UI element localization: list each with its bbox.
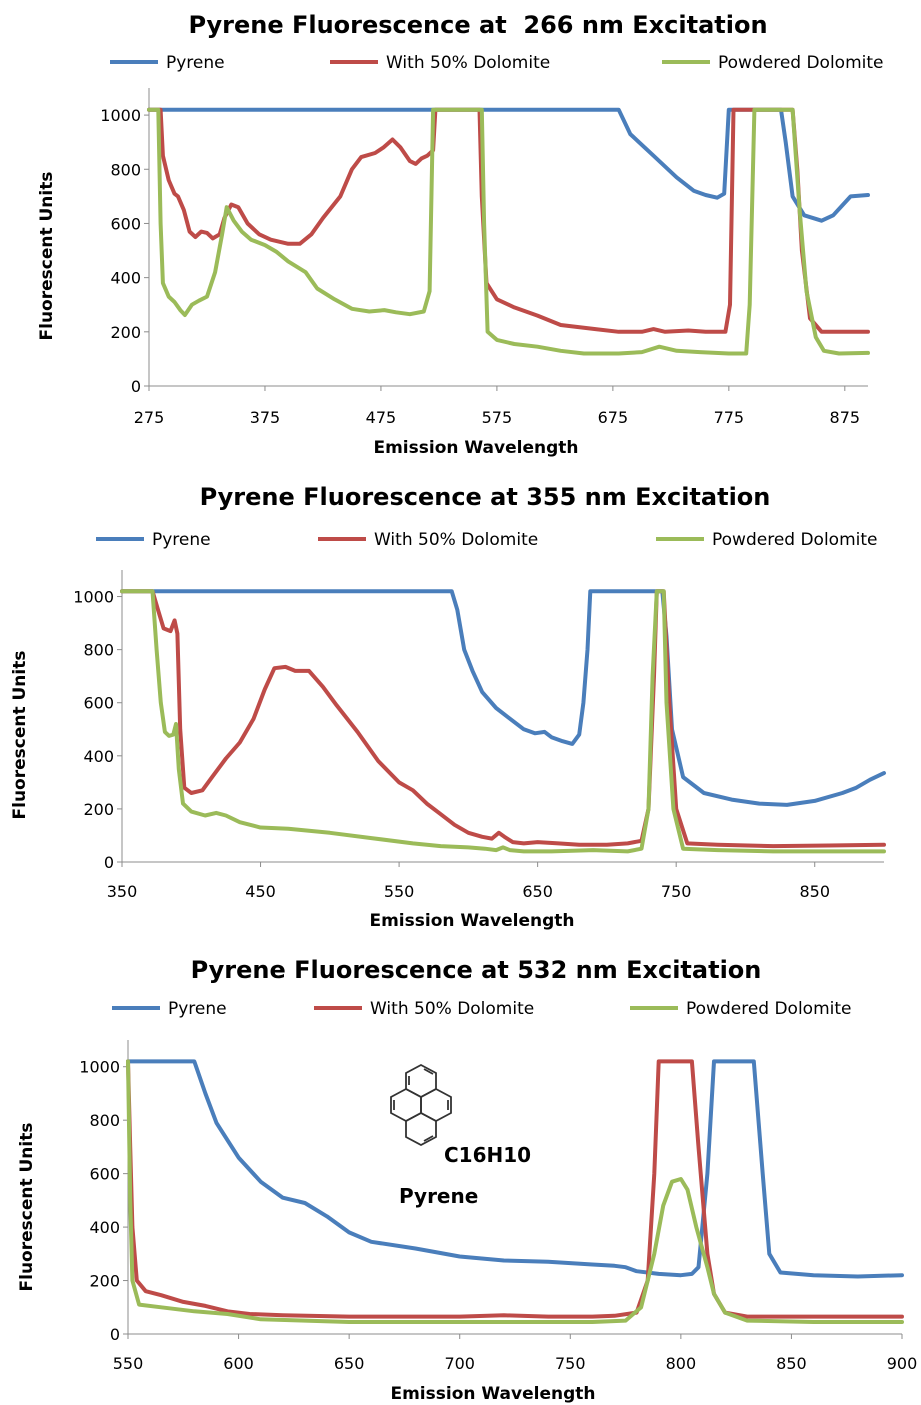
x-tick-label: 275 (134, 408, 165, 427)
series-line-with-50-dolomite (147, 107, 870, 334)
y-tick-label: 0 (110, 1325, 120, 1344)
series-line-powdered-dolomite (120, 589, 886, 854)
x-tick-label: 875 (830, 408, 861, 427)
x-tick-label: 350 (107, 882, 138, 901)
x-ticks: 350 450 550 650 750 850 (107, 862, 830, 901)
y-tick-label: 800 (110, 160, 141, 179)
chart-266nm: Pyrene Fluorescence at 266 nm Excitation… (37, 11, 884, 458)
y-tick-label: 400 (110, 269, 141, 288)
legend-label-with-dolomite: With 50% Dolomite (374, 530, 538, 550)
chart-title: Pyrene Fluorescence at 355 nm Excitation (200, 483, 771, 511)
legend-label-pyrene: Pyrene (152, 530, 211, 550)
chart-title: Pyrene Fluorescence at 266 nm Excitation (188, 11, 767, 39)
y-tick-label: 200 (110, 323, 141, 342)
y-axis-label: Fluorescent Units (10, 651, 30, 820)
chart-532nm: Pyrene Fluorescence at 532 nm Excitation… (17, 956, 917, 1404)
legend-label-powdered-dolomite: Powdered Dolomite (718, 53, 884, 73)
y-ticks: 0 200 400 600 800 1000 (79, 1058, 128, 1344)
y-tick-label: 200 (89, 1272, 120, 1291)
series-line-with-50-dolomite (126, 1059, 904, 1319)
y-tick-label: 0 (104, 853, 114, 872)
series-lines (120, 589, 886, 854)
chart-title: Pyrene Fluorescence at 532 nm Excitation (191, 956, 762, 984)
series-lines (126, 1059, 904, 1324)
y-tick-label: 400 (83, 747, 114, 766)
x-tick-label: 750 (555, 1354, 586, 1373)
legend-label-with-dolomite: With 50% Dolomite (370, 999, 534, 1019)
x-tick-label: 475 (366, 408, 397, 427)
x-tick-label: 650 (334, 1354, 365, 1373)
y-ticks: 0 200 400 600 800 1000 (100, 106, 149, 396)
x-tick-label: 450 (245, 882, 276, 901)
y-tick-label: 800 (83, 641, 114, 660)
y-tick-label: 400 (89, 1218, 120, 1237)
y-tick-label: 1000 (79, 1058, 120, 1077)
y-tick-label: 600 (83, 694, 114, 713)
pyrene-structure-icon (390, 1063, 452, 1147)
y-ticks: 0 200 400 600 800 1000 (73, 588, 122, 872)
series-line-pyrene (126, 1059, 904, 1279)
x-ticks: 550 600 650 700 750 800 850 900 (113, 1334, 918, 1373)
x-tick-label: 600 (223, 1354, 254, 1373)
x-tick-label: 850 (799, 882, 830, 901)
x-tick-label: 900 (887, 1354, 918, 1373)
structure-label: Pyrene (399, 1184, 478, 1208)
series-line-powdered-dolomite (147, 107, 870, 356)
legend: Pyrene With 50% Dolomite Powdered Dolomi… (96, 530, 878, 550)
x-axis-label: Emission Wavelength (373, 438, 578, 458)
legend-label-pyrene: Pyrene (166, 53, 225, 73)
y-tick-label: 600 (110, 214, 141, 233)
x-tick-label: 575 (482, 408, 513, 427)
y-tick-label: 600 (89, 1165, 120, 1184)
formula-label: C16H10 (444, 1143, 531, 1167)
legend-label-pyrene: Pyrene (168, 999, 227, 1019)
x-tick-label: 675 (598, 408, 629, 427)
x-tick-label: 650 (522, 882, 553, 901)
series-line-pyrene (147, 107, 870, 223)
legend-label-powdered-dolomite: Powdered Dolomite (712, 530, 878, 550)
y-tick-label: 800 (89, 1111, 120, 1130)
series-lines (147, 107, 870, 356)
x-tick-label: 550 (384, 882, 415, 901)
x-tick-label: 800 (666, 1354, 697, 1373)
legend-label-powdered-dolomite: Powdered Dolomite (686, 999, 852, 1019)
chart-355nm: Pyrene Fluorescence at 355 nm Excitation… (10, 483, 886, 931)
y-tick-label: 1000 (73, 588, 114, 607)
legend: Pyrene With 50% Dolomite Powdered Dolomi… (110, 53, 884, 73)
series-line-pyrene (120, 589, 886, 807)
y-tick-label: 1000 (100, 106, 141, 125)
y-tick-label: 0 (131, 377, 141, 396)
x-ticks: 275 375 475 575 675 775 875 (134, 386, 860, 427)
series-line-with-50-dolomite (120, 589, 886, 849)
legend: Pyrene With 50% Dolomite Powdered Dolomi… (112, 999, 852, 1019)
y-tick-label: 200 (83, 800, 114, 819)
x-tick-label: 700 (444, 1354, 475, 1373)
x-tick-label: 850 (776, 1354, 807, 1373)
x-tick-label: 550 (113, 1354, 144, 1373)
y-axis-label: Fluorescent Units (17, 1123, 37, 1292)
x-tick-label: 375 (250, 408, 281, 427)
x-axis-label: Emission Wavelength (390, 1384, 595, 1404)
y-axis-label: Fluorescent Units (37, 172, 57, 341)
legend-label-with-dolomite: With 50% Dolomite (386, 53, 550, 73)
x-axis-label: Emission Wavelength (369, 911, 574, 931)
series-line-powdered-dolomite (126, 1059, 904, 1324)
x-tick-label: 775 (714, 408, 745, 427)
x-tick-label: 750 (661, 882, 692, 901)
